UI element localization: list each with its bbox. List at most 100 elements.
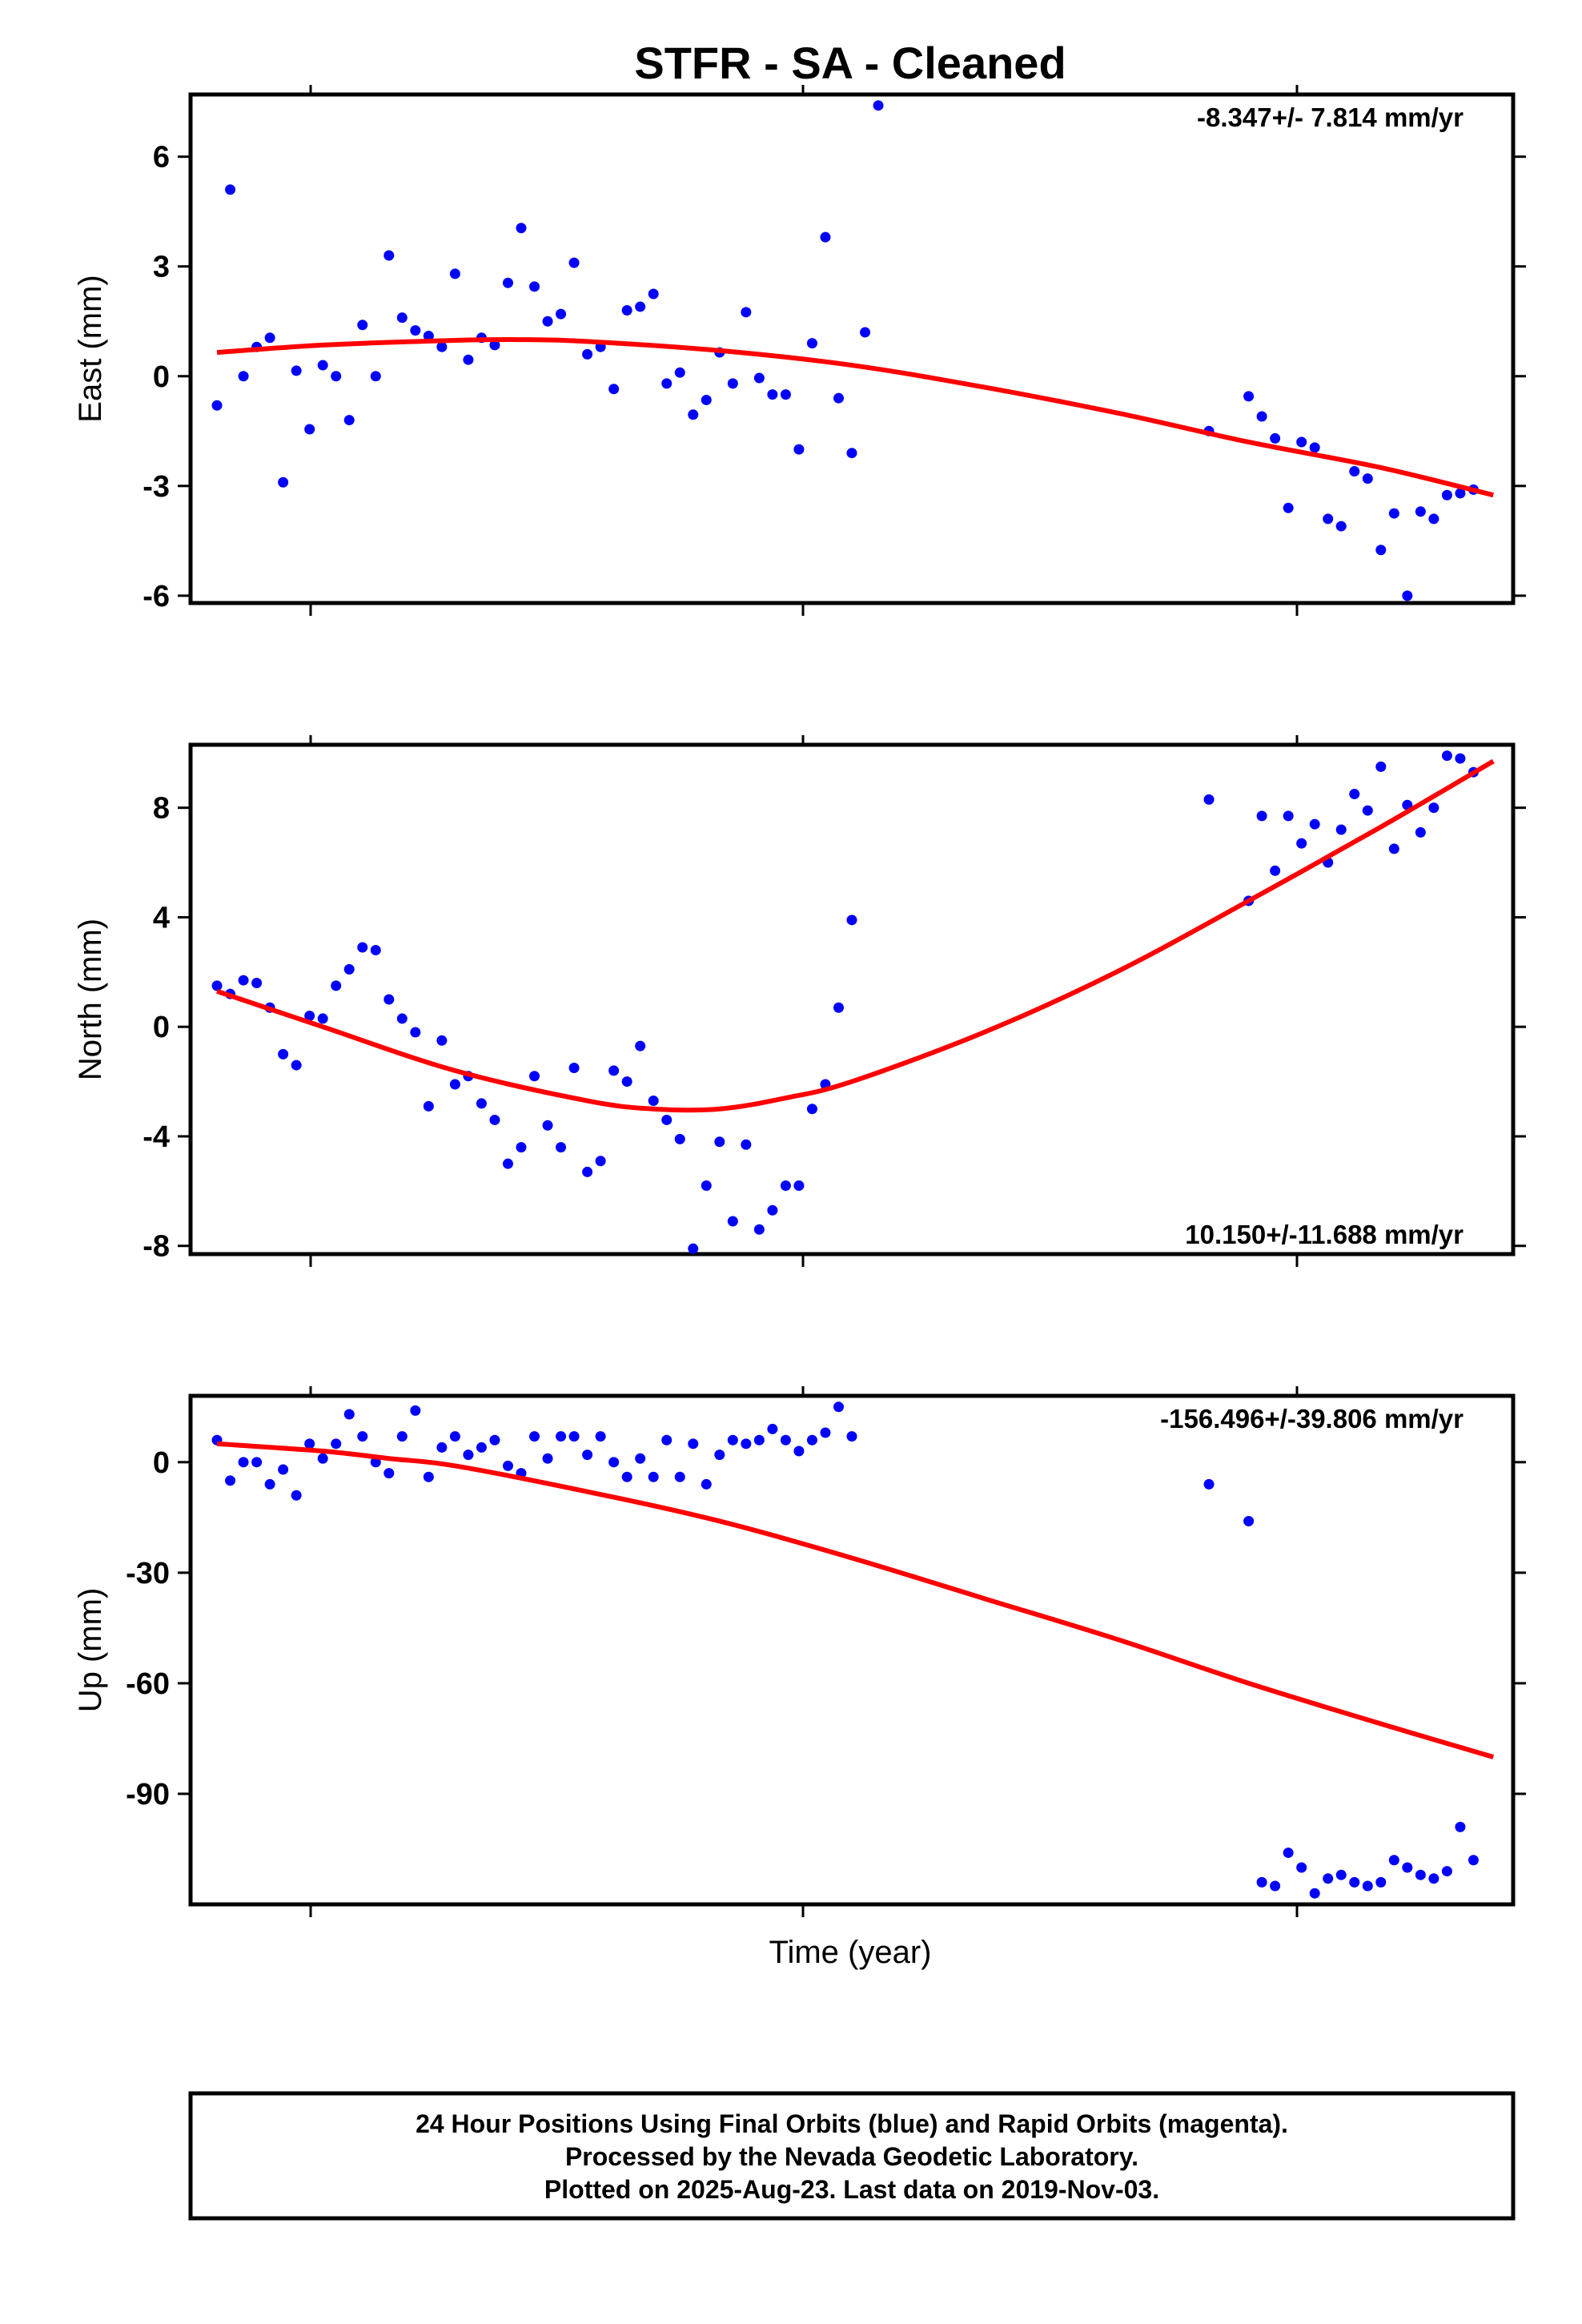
footer-line-3: Plotted on 2025-Aug-23. Last data on 201…	[544, 2175, 1159, 2204]
east-panel: 6 3 0 -3 -6 East (mm) -8.347+/- 7.814 mm/yr	[73, 85, 1526, 616]
y-tick-label: 6	[153, 141, 170, 175]
data-point	[701, 394, 712, 405]
y-tick-label: 4	[153, 901, 170, 935]
data-point	[793, 444, 805, 455]
y-tick-label: -8	[143, 1230, 170, 1264]
data-point	[383, 994, 395, 1005]
data-point	[317, 360, 328, 371]
data-point	[608, 384, 620, 395]
y-tick-label: 0	[153, 1011, 170, 1044]
data-point	[582, 348, 593, 360]
data-point	[1335, 824, 1347, 835]
data-point	[476, 1098, 487, 1109]
data-point	[793, 1445, 805, 1457]
data-point	[714, 1136, 725, 1148]
data-point	[1256, 411, 1267, 422]
data-point	[423, 1471, 434, 1482]
data-point	[661, 1114, 673, 1125]
data-point	[780, 389, 791, 400]
data-point	[860, 327, 871, 338]
data-point	[542, 316, 553, 327]
data-point	[741, 1139, 752, 1150]
east-y-axis-label: East (mm)	[73, 275, 108, 422]
data-point	[753, 1224, 765, 1235]
data-point	[502, 277, 513, 288]
data-point	[1270, 432, 1281, 444]
data-point	[582, 1166, 593, 1177]
data-point	[1362, 805, 1373, 816]
data-point	[1243, 1515, 1255, 1526]
data-point	[1415, 1869, 1426, 1880]
data-point	[1335, 1869, 1347, 1880]
data-point	[1468, 1855, 1479, 1866]
data-point	[648, 1096, 659, 1107]
up-panel: 0 -30 -60 -90 Up (mm) -156.496+/-39.806 mm/yr	[73, 1386, 1526, 1917]
data-point	[529, 281, 540, 292]
data-point	[225, 184, 236, 195]
y-tick-label: 0	[153, 360, 170, 394]
data-point	[211, 400, 223, 411]
data-point	[1256, 810, 1267, 822]
up-fit-line	[216, 1441, 1495, 1759]
data-point	[556, 1142, 567, 1153]
data-point	[1309, 818, 1320, 830]
data-point	[278, 476, 289, 488]
data-point	[595, 1431, 606, 1442]
data-point	[383, 1468, 395, 1479]
east-points	[211, 100, 1479, 601]
data-point	[753, 1434, 765, 1445]
data-point	[1402, 590, 1413, 601]
data-point	[1296, 1862, 1307, 1873]
data-point	[1441, 489, 1452, 501]
data-point	[423, 1100, 434, 1112]
data-point	[304, 424, 315, 435]
data-point	[410, 325, 421, 336]
data-point	[278, 1048, 289, 1059]
data-point	[556, 308, 567, 320]
data-point	[635, 1040, 646, 1051]
data-point	[873, 100, 884, 111]
east-plot-frame	[188, 92, 1516, 605]
up-plot-frame	[188, 1393, 1516, 1907]
data-point	[846, 915, 857, 926]
data-point	[489, 340, 500, 351]
footer-box: 24 Hour Positions Using Final Orbits (bl…	[188, 2091, 1516, 2221]
data-point	[489, 1114, 500, 1125]
data-point	[1203, 1478, 1215, 1490]
data-point	[291, 1059, 302, 1071]
east-rate-label: -8.347+/- 7.814 mm/yr	[1197, 103, 1464, 132]
data-point	[820, 231, 831, 243]
data-point	[357, 1431, 368, 1442]
data-point	[436, 1441, 448, 1453]
data-point	[727, 378, 738, 389]
data-point	[1309, 1888, 1320, 1899]
data-point	[595, 1156, 606, 1167]
data-point	[1296, 838, 1307, 849]
north-panel: 8 4 0 -4 -8 North (mm) 10.150+/-11.688 mm/yr	[73, 735, 1526, 1267]
data-point	[1428, 1873, 1439, 1884]
data-point	[701, 1180, 712, 1192]
north-rate-label: 10.150+/-11.688 mm/yr	[1185, 1220, 1464, 1249]
data-point	[833, 392, 844, 404]
data-point	[516, 1142, 527, 1153]
data-point	[635, 1453, 646, 1464]
data-point	[727, 1216, 738, 1227]
data-point	[741, 1438, 752, 1449]
data-point	[701, 1478, 712, 1490]
data-point	[357, 320, 368, 331]
data-point	[436, 341, 448, 352]
north-plot-frame	[188, 742, 1516, 1256]
data-point	[1388, 508, 1399, 519]
data-point	[264, 332, 275, 344]
data-point	[542, 1120, 553, 1131]
data-point	[396, 1431, 408, 1442]
data-point	[1415, 506, 1426, 517]
data-point	[1415, 826, 1426, 838]
data-point	[343, 963, 355, 975]
data-point	[820, 1427, 831, 1438]
north-points	[211, 750, 1479, 1254]
data-point	[291, 365, 302, 376]
data-point	[331, 371, 342, 382]
data-point	[661, 378, 673, 389]
data-point	[502, 1460, 513, 1471]
